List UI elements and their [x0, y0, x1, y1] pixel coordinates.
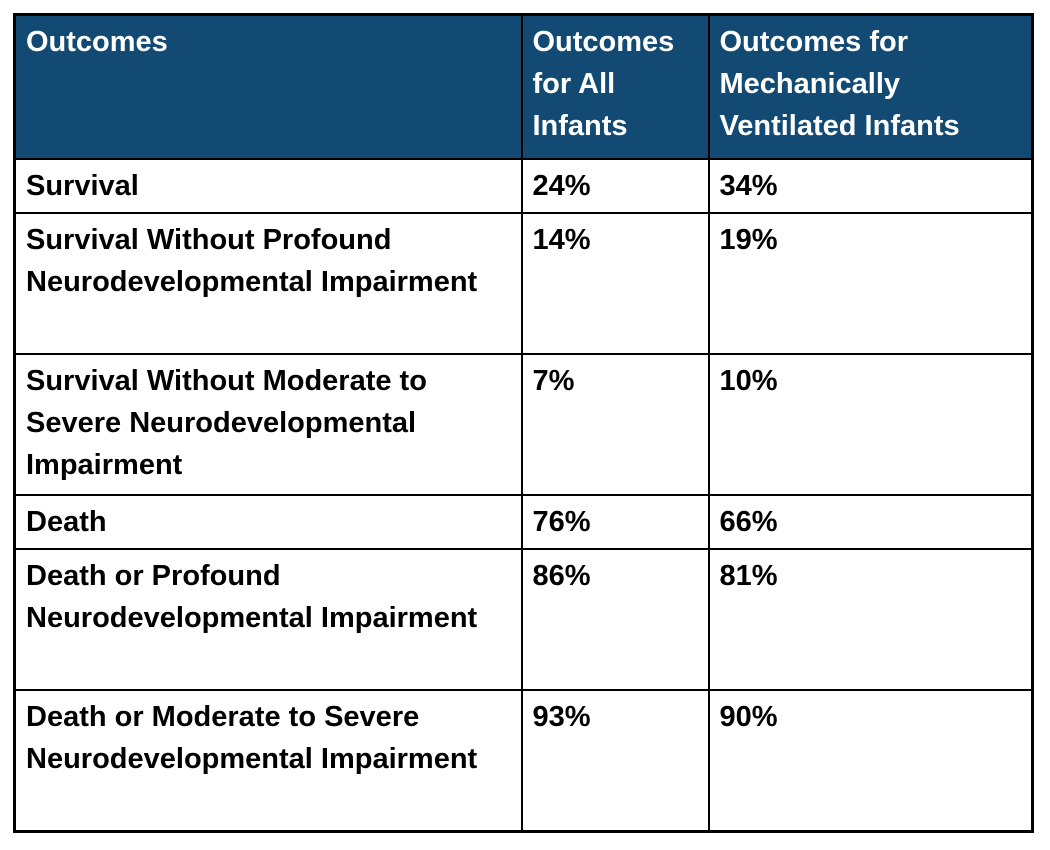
value-cell-ventilated: 90%	[707, 689, 1034, 833]
table-body: Survival 24% 34% Survival Without Profou…	[13, 157, 1034, 833]
value-cell-ventilated: 10%	[707, 353, 1034, 497]
value-cell-ventilated: 81%	[707, 548, 1034, 692]
table-row-survival-without-profound: Survival Without Profound Neurodevelopme…	[13, 212, 1034, 356]
column-header-outcomes: Outcomes	[13, 13, 523, 160]
value-cell-all-infants: 76%	[520, 494, 710, 551]
table-row-death: Death 76% 66%	[13, 494, 1034, 551]
value-cell-all-infants: 24%	[520, 157, 710, 215]
outcome-cell: Survival Without Moderate to Severe Neur…	[13, 353, 523, 497]
outcome-cell: Death	[13, 494, 523, 551]
value-cell-all-infants: 93%	[520, 689, 710, 833]
column-header-all-infants: Outcomes for All Infants	[520, 13, 710, 160]
table-row-death-or-profound: Death or Profound Neurodevelopmental Imp…	[13, 548, 1034, 692]
table-header: Outcomes Outcomes for All Infants Outcom…	[13, 13, 1034, 160]
table-row-survival-without-moderate: Survival Without Moderate to Severe Neur…	[13, 353, 1034, 497]
value-cell-ventilated: 34%	[707, 157, 1034, 215]
column-header-ventilated-infants: Outcomes for Mechanically Ventilated Inf…	[707, 13, 1034, 160]
outcomes-table: Outcomes Outcomes for All Infants Outcom…	[13, 13, 1034, 833]
value-cell-all-infants: 7%	[520, 353, 710, 497]
value-cell-all-infants: 14%	[520, 212, 710, 356]
table-row-survival: Survival 24% 34%	[13, 157, 1034, 215]
outcome-cell: Survival Without Profound Neurodevelopme…	[13, 212, 523, 356]
table-row-death-or-moderate: Death or Moderate to Severe Neurodevelop…	[13, 689, 1034, 833]
outcome-cell: Death or Profound Neurodevelopmental Imp…	[13, 548, 523, 692]
outcome-cell: Death or Moderate to Severe Neurodevelop…	[13, 689, 523, 833]
outcome-cell: Survival	[13, 157, 523, 215]
value-cell-ventilated: 19%	[707, 212, 1034, 356]
value-cell-all-infants: 86%	[520, 548, 710, 692]
value-cell-ventilated: 66%	[707, 494, 1034, 551]
header-row: Outcomes Outcomes for All Infants Outcom…	[13, 13, 1034, 160]
